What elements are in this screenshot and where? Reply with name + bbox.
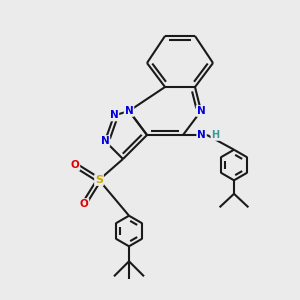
Text: O: O [80,199,88,209]
Text: N: N [196,106,206,116]
Text: N: N [124,106,134,116]
Text: N: N [110,110,118,121]
Text: N: N [100,136,109,146]
Text: N: N [197,130,206,140]
Text: O: O [70,160,80,170]
Text: S: S [95,175,103,185]
Text: H: H [211,130,220,140]
